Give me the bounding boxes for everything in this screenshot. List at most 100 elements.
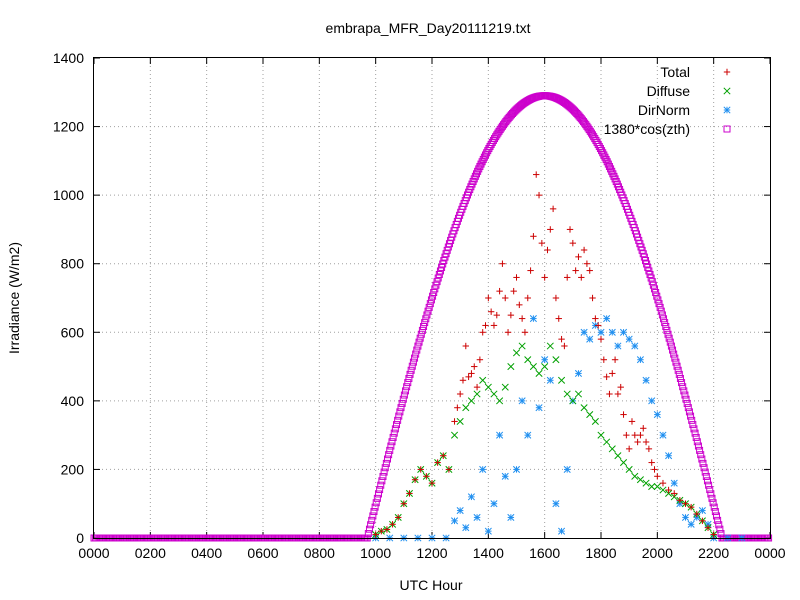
series-diffuse-point	[586, 411, 594, 419]
cos-zth-point	[395, 412, 403, 420]
cos-zth-point	[369, 512, 377, 520]
cos-zth-point	[385, 451, 393, 459]
x-tick-label: 1000	[360, 545, 391, 561]
series-total-point	[555, 315, 562, 322]
series-total-point	[640, 425, 647, 432]
series-total-point	[507, 311, 515, 319]
series-diffuse-point	[665, 489, 673, 497]
cos-zth-point	[716, 525, 724, 533]
series-total-point	[682, 500, 689, 507]
series-total-point	[561, 342, 568, 350]
series-total-point	[609, 370, 616, 377]
cos-zth-point	[647, 274, 655, 282]
cos-zth-point	[661, 319, 669, 327]
cos-zth-point	[390, 429, 398, 437]
series-diffuse-point	[625, 465, 633, 473]
cos-zth-point	[407, 366, 415, 374]
x-tick-label: 1200	[416, 545, 447, 561]
cos-zth-point	[405, 374, 413, 382]
cos-zth-point	[480, 153, 488, 161]
cos-zth-point	[365, 525, 373, 533]
series-dirnorm-point	[586, 335, 594, 343]
series-total-point	[459, 377, 467, 384]
x-tick-label: 0200	[135, 545, 166, 561]
cos-zth-point	[400, 391, 408, 399]
series-diffuse-point	[642, 479, 650, 487]
series-total-point	[645, 445, 653, 453]
series-diffuse-point	[529, 363, 537, 371]
series-dirnorm-point	[535, 404, 543, 412]
cos-zth-point	[699, 459, 707, 467]
series-total-point	[566, 226, 574, 233]
cos-zth-point	[473, 170, 481, 178]
cos-zth-point	[681, 391, 689, 399]
series-dirnorm-point	[462, 524, 470, 532]
cos-zth-point	[476, 162, 484, 170]
series-diffuse-point	[659, 486, 667, 494]
cos-zth-point	[669, 346, 677, 354]
cos-zth-point	[372, 499, 380, 507]
series-total-point	[659, 479, 667, 487]
series-diffuse-point	[467, 397, 475, 405]
cos-zth-point	[662, 322, 670, 330]
cos-zth-point	[371, 503, 379, 511]
plot-frame	[93, 57, 771, 539]
cos-zth-point	[436, 267, 444, 275]
cos-zth-point	[667, 342, 675, 350]
cos-zth-point	[679, 383, 687, 391]
cos-zth-point	[422, 315, 430, 323]
series-diffuse-point	[603, 438, 611, 446]
series-diffuse-point	[501, 383, 509, 391]
cos-zth-point	[683, 399, 691, 407]
series-total-point	[623, 431, 630, 439]
series-diffuse-point	[614, 452, 622, 460]
cos-zth-point	[406, 370, 414, 378]
cos-zth-point	[403, 383, 411, 391]
cos-zth-point	[603, 158, 611, 166]
cos-zth-point	[415, 338, 423, 346]
legend-label-diffuse: Diffuse	[647, 83, 691, 99]
cos-zth-point	[477, 160, 485, 168]
series-total-point	[564, 274, 571, 281]
series-total-point	[665, 486, 672, 494]
x-tick-label: 2000	[642, 545, 673, 561]
cos-zth-point	[604, 160, 612, 168]
series-total-point	[614, 390, 622, 398]
y-tick-label: 400	[61, 393, 85, 409]
series-diffuse-point	[631, 472, 639, 480]
series-dirnorm	[372, 315, 746, 542]
series-dirnorm-point	[580, 328, 588, 336]
series-total-point	[628, 418, 636, 425]
series-total-point	[471, 363, 478, 370]
series-diffuse-point	[462, 404, 470, 412]
series-dirnorm-point	[665, 452, 673, 460]
cos-zth-point	[680, 387, 688, 395]
series-diffuse-point	[574, 390, 583, 398]
cos-zth-point	[368, 516, 376, 524]
cos-zth-point	[399, 395, 407, 403]
series-dirnorm-point	[603, 315, 611, 323]
series-dirnorm-point	[636, 356, 644, 364]
series-dirnorm-point	[552, 500, 560, 508]
cos-zth-point	[601, 153, 609, 161]
cos-zth-point	[703, 477, 711, 485]
cos-zth-point	[646, 270, 654, 278]
series-total-point	[454, 404, 461, 411]
cos-zth-point	[421, 319, 429, 327]
cos-zth-point	[426, 300, 434, 308]
series-diffuse-point	[591, 417, 599, 425]
legend-label-cos-zth: 1380*cos(zth)	[604, 121, 690, 137]
cos-zth-point	[608, 167, 616, 175]
series-dirnorm-point	[479, 465, 487, 473]
series-dirnorm-point	[524, 431, 532, 439]
series-total-point	[406, 490, 413, 497]
series-total-point	[586, 267, 593, 274]
cos-zth-point	[684, 404, 692, 412]
series-total-point	[476, 356, 484, 363]
cos-zth-point	[688, 416, 696, 424]
cos-zth-point	[433, 278, 441, 286]
series-total-point	[499, 260, 506, 267]
cos-zth-point	[414, 342, 422, 350]
